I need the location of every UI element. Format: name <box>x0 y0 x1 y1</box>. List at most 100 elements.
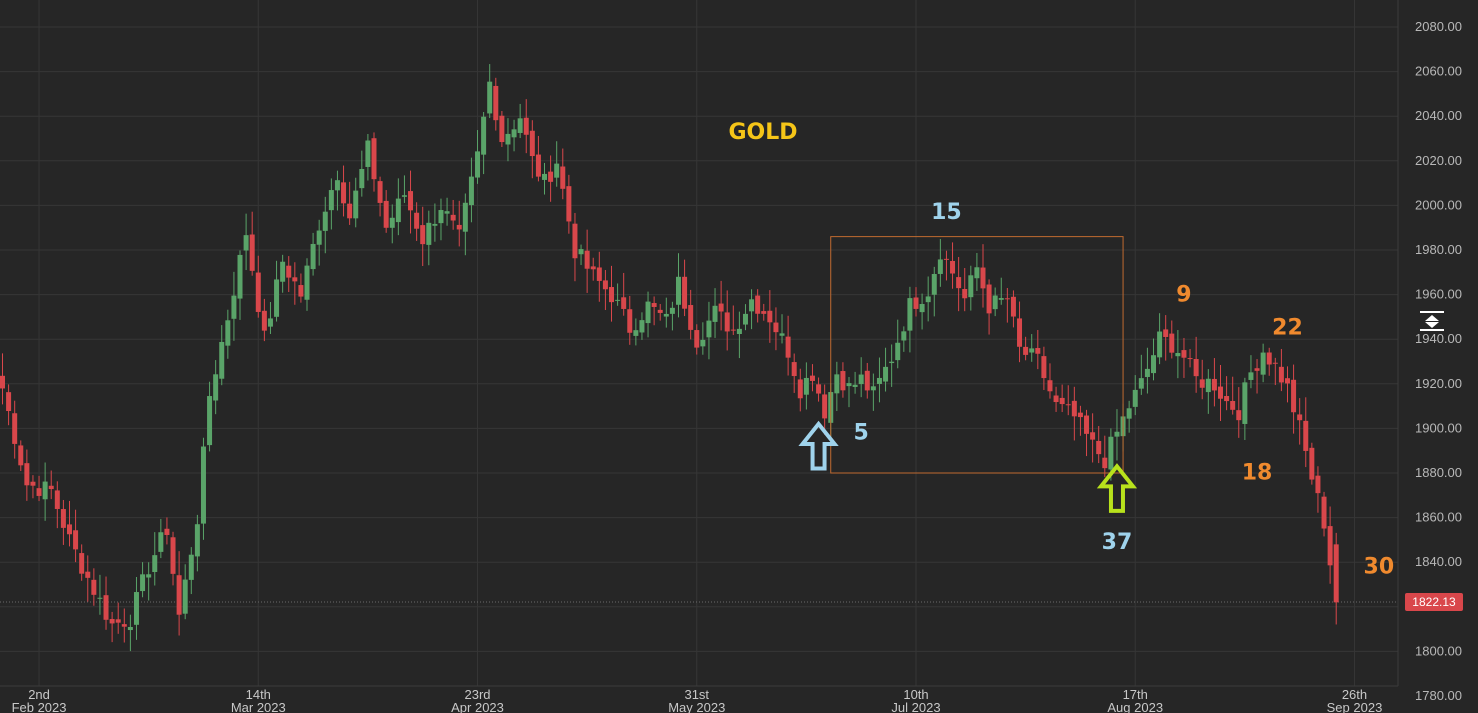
candle-body <box>420 225 426 245</box>
arrow-up-icon <box>798 420 839 471</box>
autoscale-button[interactable] <box>1420 311 1444 331</box>
candle <box>1205 369 1211 414</box>
candle-body <box>560 166 566 189</box>
candle-body <box>487 81 493 114</box>
candle-body <box>858 374 864 385</box>
candle <box>511 119 517 152</box>
candle <box>517 103 523 139</box>
candle <box>1096 426 1102 464</box>
candle-body <box>1017 318 1023 347</box>
time-tick-day: 2nd <box>28 687 50 702</box>
candle <box>237 250 243 320</box>
candle-body <box>219 341 225 379</box>
annotation-label: 30 <box>1364 554 1395 579</box>
candle <box>420 206 426 267</box>
candle <box>133 576 139 640</box>
candle-body <box>444 211 450 214</box>
candle <box>1065 385 1071 416</box>
candle-body <box>1138 378 1144 389</box>
candle-body <box>682 276 688 309</box>
candle-body <box>499 115 505 143</box>
candle-body <box>456 224 462 230</box>
candle <box>669 301 675 331</box>
candle-body <box>1071 400 1077 417</box>
candle-body <box>779 333 785 336</box>
candle-body <box>152 555 158 573</box>
candle <box>73 509 79 563</box>
candle-body <box>30 481 36 486</box>
candle-body <box>1132 389 1138 407</box>
candle <box>60 499 66 545</box>
candle-body <box>24 463 30 486</box>
candle <box>767 290 773 343</box>
price-tick-label: 1780.00 <box>1415 688 1462 703</box>
candle-body <box>140 574 146 592</box>
candle-body <box>505 133 511 145</box>
candle <box>371 132 377 192</box>
candle <box>1084 409 1090 457</box>
candle <box>742 304 748 331</box>
candle-body <box>889 361 895 364</box>
price-tick-label: 2000.00 <box>1415 197 1462 212</box>
candle <box>809 364 815 392</box>
candle <box>450 199 456 230</box>
candle-body <box>974 267 980 279</box>
candle-body <box>115 619 121 623</box>
candle-body <box>542 173 548 180</box>
candle-body <box>249 234 255 271</box>
candle <box>322 196 328 254</box>
candle <box>432 203 438 242</box>
candle-body <box>54 490 60 509</box>
candle-body <box>803 377 809 395</box>
candle <box>1035 329 1041 370</box>
candle <box>316 219 322 266</box>
candle <box>840 362 846 398</box>
candle-body <box>1108 436 1114 470</box>
candle <box>1041 346 1047 390</box>
candle <box>79 544 85 581</box>
candle-body <box>194 524 200 557</box>
candle <box>1151 338 1157 381</box>
candle-body <box>475 151 481 178</box>
candle <box>310 232 316 276</box>
candle-body <box>42 481 48 500</box>
candle <box>578 244 584 266</box>
time-tick-month: May 2023 <box>668 700 725 713</box>
candle <box>609 265 614 322</box>
candle <box>347 181 353 225</box>
candle-body <box>1272 362 1278 364</box>
candle <box>548 155 554 202</box>
candle-body <box>450 214 456 221</box>
candle <box>919 293 925 330</box>
candle <box>54 481 60 529</box>
candle <box>602 270 608 310</box>
candle-body <box>200 446 206 524</box>
candle <box>1059 384 1065 413</box>
candle-body <box>968 275 974 298</box>
candle-body <box>901 331 907 341</box>
candle <box>1242 377 1248 441</box>
candle <box>980 244 986 308</box>
candle <box>852 371 858 394</box>
candle <box>895 319 901 369</box>
candle <box>1138 354 1144 395</box>
candle-body <box>523 117 529 135</box>
time-tick-day: 31st <box>684 687 709 702</box>
price-tag: 1822.13 <box>1405 593 1463 612</box>
candle <box>66 500 72 547</box>
price-tick-label: 1840.00 <box>1415 554 1462 569</box>
candle <box>1272 357 1278 386</box>
candle <box>170 531 176 586</box>
candle-body <box>797 379 803 399</box>
candle-body <box>590 266 596 270</box>
candle <box>535 135 541 182</box>
candle-body <box>91 579 97 595</box>
candle-body <box>1327 526 1333 566</box>
candle-body <box>602 280 608 290</box>
candle <box>365 133 371 181</box>
candle <box>846 376 852 408</box>
candle <box>414 202 420 241</box>
candle <box>1132 375 1138 416</box>
candle-body <box>85 571 91 578</box>
